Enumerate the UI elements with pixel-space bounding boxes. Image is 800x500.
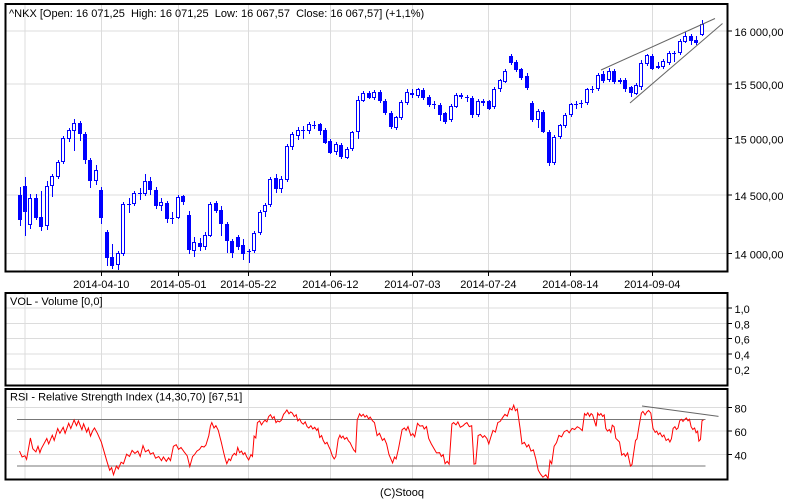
svg-text:1,0: 1,0 (735, 304, 750, 316)
svg-text:60: 60 (735, 427, 747, 439)
svg-text:2014-09-04: 2014-09-04 (624, 279, 680, 291)
svg-text:2014-07-24: 2014-07-24 (460, 279, 516, 291)
svg-text:2014-05-01: 2014-05-01 (150, 279, 206, 291)
svg-text:2014-07-03: 2014-07-03 (384, 279, 440, 291)
svg-text:0,8: 0,8 (735, 319, 750, 331)
svg-text:(C)Stooq: (C)Stooq (380, 487, 424, 499)
svg-text:2014-05-22: 2014-05-22 (220, 279, 276, 291)
svg-text:15 000,00: 15 000,00 (735, 135, 784, 147)
svg-text:16 000,00: 16 000,00 (735, 27, 784, 39)
svg-text:15 500,00: 15 500,00 (735, 80, 784, 92)
svg-text:14 500,00: 14 500,00 (735, 191, 784, 203)
svg-text:VOL - Volume [0,0]: VOL - Volume [0,0] (10, 296, 103, 308)
svg-text:2014-04-10: 2014-04-10 (73, 279, 129, 291)
svg-text:0,6: 0,6 (735, 335, 750, 347)
svg-text:2014-06-12: 2014-06-12 (302, 279, 358, 291)
svg-text:0,4: 0,4 (735, 350, 750, 362)
svg-text:RSI - Relative Strength Index: RSI - Relative Strength Index (14,30,70)… (10, 392, 242, 404)
svg-text:0,2: 0,2 (735, 365, 750, 377)
svg-text:14 000,00: 14 000,00 (735, 249, 784, 261)
svg-text:2014-08-14: 2014-08-14 (542, 279, 598, 291)
svg-text:40: 40 (735, 450, 747, 462)
svg-text:80: 80 (735, 404, 747, 416)
svg-text:^NKX [Open: 16 071,25 High: 1: ^NKX [Open: 16 071,25 High: 16 071,25 Lo… (9, 8, 424, 20)
